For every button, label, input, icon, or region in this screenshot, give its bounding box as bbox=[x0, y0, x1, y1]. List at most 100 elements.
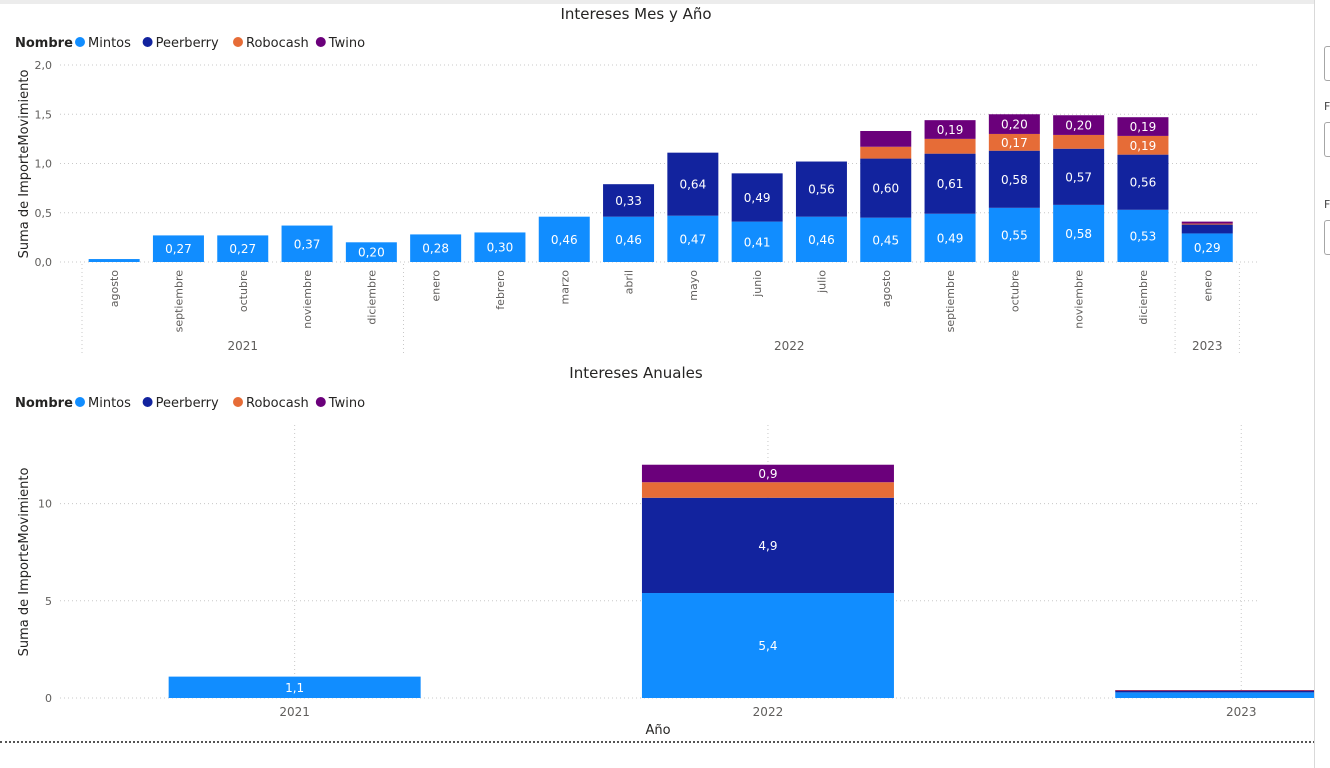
side-panel-input-2[interactable] bbox=[1324, 122, 1330, 157]
legend-item-mintos[interactable]: Mintos bbox=[88, 396, 131, 411]
bar-twino-septiembre[interactable] bbox=[924, 120, 976, 139]
x-tick-label: febrero bbox=[494, 270, 507, 310]
bar-mintos-2023[interactable] bbox=[1115, 692, 1315, 698]
bar-robocash-septiembre[interactable] bbox=[924, 138, 976, 154]
legend-marker-mintos[interactable] bbox=[75, 37, 85, 47]
legend-marker-peerberry[interactable] bbox=[142, 397, 153, 407]
legend-marker-robocash[interactable] bbox=[233, 37, 243, 47]
monthly-interest-chart[interactable]: Intereses Mes y Año Nombre Mintos Peerberr… bbox=[0, 0, 1315, 365]
side-panel-input-1[interactable] bbox=[1324, 46, 1330, 81]
bar-peerberry-mayo[interactable] bbox=[667, 152, 719, 216]
bar-peerberry-enero[interactable] bbox=[1181, 224, 1233, 234]
legend[interactable]: Nombre Mintos Peerberry Robocash Twino bbox=[15, 36, 365, 51]
legend-item-peerberry[interactable]: Peerberry bbox=[156, 36, 219, 51]
data-label: 0,20 bbox=[1001, 118, 1028, 132]
bar-mintos-noviembre[interactable] bbox=[281, 225, 333, 262]
y-tick-label: 5 bbox=[45, 595, 52, 608]
y-tick-label: 1,5 bbox=[35, 108, 53, 121]
data-label: 0,20 bbox=[1065, 119, 1092, 133]
legend-item-robocash[interactable]: Robocash bbox=[246, 396, 309, 411]
bar-peerberry-octubre[interactable] bbox=[988, 150, 1040, 208]
bar-robocash-2022[interactable] bbox=[641, 482, 894, 498]
bar-mintos-abril[interactable] bbox=[603, 216, 655, 262]
bar-robocash-2023[interactable] bbox=[1115, 690, 1315, 691]
bar-robocash-enero[interactable] bbox=[1181, 223, 1233, 225]
bar-mintos-agosto[interactable] bbox=[860, 217, 912, 262]
bar-twino-octubre[interactable] bbox=[988, 114, 1040, 134]
bar-peerberry-2022[interactable] bbox=[641, 497, 894, 594]
bar-mintos-julio[interactable] bbox=[795, 216, 847, 262]
data-label: 0,58 bbox=[1001, 173, 1028, 187]
bar-mintos-marzo[interactable] bbox=[538, 216, 590, 262]
bar-mintos-mayo[interactable] bbox=[667, 215, 719, 262]
legend-marker-mintos[interactable] bbox=[75, 397, 85, 407]
data-label: 0,33 bbox=[615, 194, 642, 208]
bar-robocash-octubre[interactable] bbox=[988, 133, 1040, 151]
bar-mintos-septiembre[interactable] bbox=[152, 235, 204, 262]
data-label: 0,55 bbox=[1001, 228, 1028, 242]
data-label: 0,19 bbox=[1130, 120, 1157, 134]
bar-twino-2023[interactable] bbox=[1115, 690, 1315, 691]
bars[interactable]: 0,27 0,27 0,37 0,20 0,28 0,30 0,46 0,46 0,33 0,47… bbox=[88, 114, 1233, 262]
bar-peerberry-agosto[interactable] bbox=[860, 158, 912, 218]
bar-mintos-2021[interactable] bbox=[168, 676, 421, 698]
side-panel-input-3[interactable] bbox=[1324, 220, 1330, 255]
bar-mintos-febrero[interactable] bbox=[474, 232, 526, 262]
bar-peerberry-julio[interactable] bbox=[795, 161, 847, 217]
bar-mintos-agosto[interactable] bbox=[88, 259, 140, 262]
bar-mintos-enero[interactable] bbox=[410, 234, 462, 262]
bar-mintos-diciembre[interactable] bbox=[345, 242, 397, 262]
legend[interactable]: Nombre Mintos Peerberry Robocash Twino bbox=[15, 396, 365, 411]
bar-robocash-noviembre[interactable] bbox=[1053, 134, 1105, 149]
legend-item-twino[interactable]: Twino bbox=[328, 36, 365, 51]
bar-mintos-noviembre[interactable] bbox=[1053, 204, 1105, 262]
legend-marker-twino[interactable] bbox=[315, 397, 326, 407]
x-tick-label: 2022 bbox=[753, 705, 784, 719]
bar-peerberry-noviembre[interactable] bbox=[1053, 148, 1105, 205]
bar-mintos-junio[interactable] bbox=[731, 221, 783, 262]
year-group-label: 2023 bbox=[1192, 339, 1223, 353]
legend-marker-twino[interactable] bbox=[315, 37, 326, 47]
legend-item-robocash[interactable]: Robocash bbox=[246, 36, 309, 51]
data-label: 0,20 bbox=[358, 246, 385, 260]
data-label: 1,1 bbox=[285, 681, 304, 695]
bar-twino-agosto[interactable] bbox=[860, 130, 912, 147]
bar-peerberry-2023[interactable] bbox=[1115, 690, 1315, 693]
data-label: 0,19 bbox=[937, 123, 964, 137]
legend-item-peerberry[interactable]: Peerberry bbox=[156, 396, 219, 411]
bar-mintos-septiembre[interactable] bbox=[924, 213, 976, 262]
side-panel-label-2: F bbox=[1324, 198, 1330, 211]
bar-mintos-octubre[interactable] bbox=[217, 235, 269, 262]
legend-marker-peerberry[interactable] bbox=[142, 37, 153, 47]
bar-mintos-diciembre[interactable] bbox=[1117, 209, 1169, 262]
data-label: 0,29 bbox=[1194, 241, 1221, 255]
bar-peerberry-junio[interactable] bbox=[731, 173, 783, 222]
data-label: 0,17 bbox=[1001, 136, 1028, 150]
x-tick-label: diciembre bbox=[365, 270, 378, 325]
legend-item-mintos[interactable]: Mintos bbox=[88, 36, 131, 51]
x-tick-label: 2021 bbox=[279, 705, 310, 719]
bar-peerberry-abril[interactable] bbox=[603, 184, 655, 217]
bar-peerberry-septiembre[interactable] bbox=[924, 153, 976, 214]
x-tick-label: 2023 bbox=[1226, 705, 1257, 719]
legend-marker-robocash[interactable] bbox=[233, 397, 243, 407]
annual-interest-chart[interactable]: Intereses Anuales Nombre Mintos Peerberry R… bbox=[0, 360, 1315, 740]
data-label: 0,49 bbox=[744, 191, 771, 205]
legend-item-twino[interactable]: Twino bbox=[328, 396, 365, 411]
data-label: 0,46 bbox=[551, 233, 578, 247]
bar-robocash-diciembre[interactable] bbox=[1117, 135, 1169, 155]
x-tick-label: agosto bbox=[108, 270, 121, 307]
bars[interactable]: 1,1 5,4 4,9 0,9 bbox=[168, 464, 1315, 698]
bar-twino-noviembre[interactable] bbox=[1053, 115, 1105, 135]
bar-twino-diciembre[interactable] bbox=[1117, 117, 1169, 136]
bar-robocash-agosto[interactable] bbox=[860, 146, 912, 159]
bar-mintos-octubre[interactable] bbox=[988, 207, 1040, 262]
data-label: 0,46 bbox=[808, 233, 835, 247]
bar-twino-enero[interactable] bbox=[1181, 221, 1233, 224]
chart-title: Intereses Anuales bbox=[569, 364, 703, 382]
bar-twino-2022[interactable] bbox=[641, 464, 894, 483]
data-label: 0,57 bbox=[1065, 170, 1092, 184]
bar-peerberry-diciembre[interactable] bbox=[1117, 154, 1169, 210]
bar-mintos-enero[interactable] bbox=[1181, 233, 1233, 262]
bar-mintos-2022[interactable] bbox=[641, 593, 894, 698]
